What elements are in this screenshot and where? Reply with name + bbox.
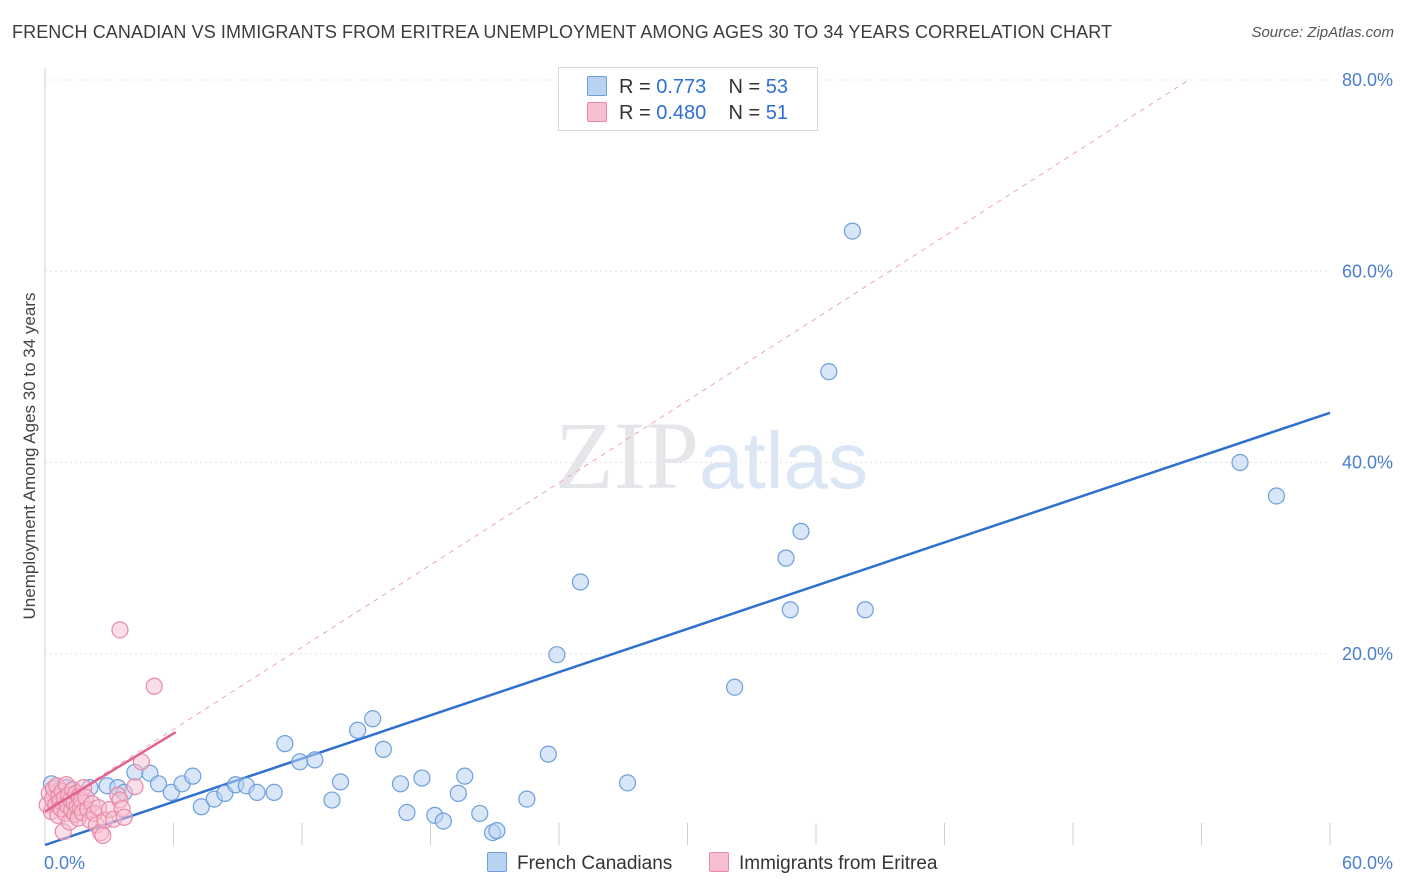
watermark-zip: ZIP: [555, 402, 699, 509]
tick-labels: 20.0% 40.0% 60.0% 80.0% 0.0% 60.0%: [44, 70, 1393, 873]
trend-line-eritrea-extended: [44, 79, 1189, 812]
point-immigrants-from-eritrea: [94, 826, 112, 845]
chart-title: FRENCH CANADIAN VS IMMIGRANTS FROM ERITR…: [12, 22, 1113, 42]
point-immigrants-from-eritrea: [126, 778, 144, 796]
point-immigrants-from-eritrea: [111, 621, 129, 639]
point-french-canadians: [843, 222, 862, 240]
point-french-canadians: [413, 769, 431, 787]
bottom-legend-immigrants-from-eritrea: Immigrants from Eritrea: [709, 852, 937, 875]
point-immigrants-from-eritrea: [145, 677, 163, 695]
legend-row-french-canadians: R = 0.773 N = 53: [587, 76, 788, 100]
point-french-canadians: [548, 646, 566, 664]
point-french-canadians: [488, 822, 506, 840]
legend-r-label: R =: [619, 76, 651, 98]
bottom-legend-label: Immigrants from Eritrea: [739, 853, 938, 874]
trend-line-eritrea: [44, 731, 177, 813]
point-french-canadians: [820, 363, 838, 381]
x-tick-label: 60.0%: [1342, 853, 1393, 873]
point-french-canadians: [349, 721, 367, 739]
bottom-legend-label: French Canadians: [517, 853, 673, 874]
axes: [44, 68, 1331, 845]
point-french-canadians: [781, 601, 799, 619]
point-french-canadians: [539, 745, 557, 763]
point-immigrants-from-eritrea: [115, 808, 133, 826]
gridlines: [45, 79, 1330, 655]
correlation-legend: R = 0.773 N = 53 R = 0.480 N = 51: [558, 67, 818, 131]
point-french-canadians: [364, 710, 382, 728]
y-tick-label: 20.0%: [1342, 644, 1393, 664]
point-french-canadians: [276, 735, 294, 753]
point-french-canadians: [1231, 453, 1249, 472]
point-french-canadians: [192, 798, 210, 816]
bottom-legend-swatch-blue: [487, 852, 507, 872]
point-french-canadians: [434, 812, 452, 830]
legend-swatch-pink: [587, 102, 607, 122]
trend-lines: [44, 79, 1331, 847]
series-immigrants-from-eritrea: [38, 621, 163, 845]
point-french-canadians: [471, 804, 489, 823]
point-french-canadians: [149, 775, 168, 793]
point-french-canadians: [449, 784, 467, 802]
y-tick-label: 40.0%: [1342, 453, 1393, 473]
legend-n-label: N =: [728, 76, 761, 98]
point-french-canadians: [391, 775, 410, 793]
watermark: ZIPatlas: [555, 400, 868, 511]
legend-n-value: 53: [765, 76, 789, 98]
point-french-canadians: [726, 678, 744, 696]
x-tick-label: 0.0%: [44, 853, 85, 873]
y-tick-label: 80.0%: [1342, 70, 1393, 90]
point-french-canadians: [777, 549, 795, 567]
bottom-legend-swatch-pink: [709, 852, 729, 872]
y-tick-label: 60.0%: [1342, 261, 1393, 281]
point-french-canadians: [518, 790, 536, 808]
point-french-canadians: [184, 767, 202, 785]
point-french-canadians: [571, 573, 590, 591]
legend-r-value: 0.773: [656, 76, 707, 98]
legend-r-value: 0.480: [656, 102, 707, 124]
legend-swatch-blue: [587, 76, 607, 96]
legend-n-label: N =: [728, 102, 761, 124]
legend-n-value: 51: [765, 102, 789, 124]
trend-line-french-canadians: [44, 411, 1331, 847]
point-french-canadians: [248, 783, 266, 802]
legend-row-immigrants-from-eritrea: R = 0.480 N = 51: [587, 102, 788, 126]
point-french-canadians: [618, 774, 637, 792]
point-french-canadians: [456, 767, 474, 785]
point-french-canadians: [291, 753, 309, 771]
point-french-canadians: [331, 773, 350, 791]
point-french-canadians: [306, 751, 324, 769]
point-french-canadians: [265, 783, 283, 802]
bottom-legend-french-canadians: French Canadians: [487, 852, 672, 875]
point-french-canadians: [792, 522, 810, 540]
source-label: Source: ZipAtlas.com: [1251, 24, 1394, 41]
point-french-canadians: [856, 601, 874, 619]
series-french-canadians: [42, 222, 1286, 842]
point-french-canadians: [374, 740, 392, 758]
watermark-atlas: atlas: [699, 416, 868, 505]
legend-r-label: R =: [619, 102, 651, 124]
point-french-canadians: [1267, 487, 1286, 505]
point-french-canadians: [398, 803, 416, 822]
point-french-canadians: [323, 791, 341, 809]
